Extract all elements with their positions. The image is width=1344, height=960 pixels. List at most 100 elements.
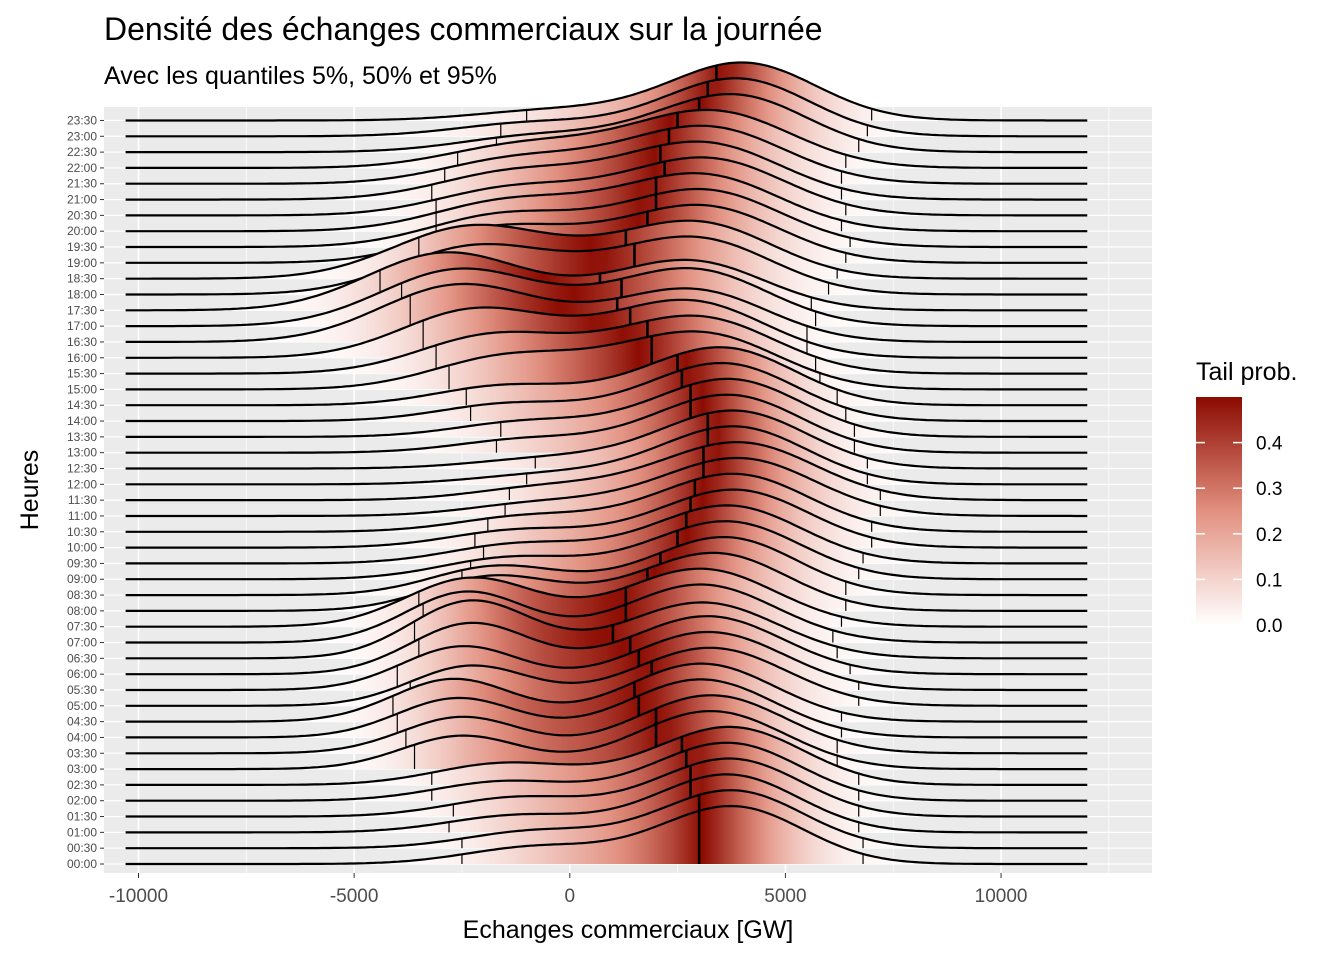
ridge-outline bbox=[125, 235, 1088, 296]
y-tick-label: 17:30 bbox=[67, 303, 97, 317]
ridge-outline bbox=[125, 709, 1088, 771]
ridge-fill bbox=[125, 584, 1088, 643]
ridges bbox=[125, 61, 1088, 866]
y-tick-label: 09:30 bbox=[67, 556, 97, 570]
ridge-fill bbox=[125, 679, 1088, 738]
ridge-outline bbox=[125, 282, 1088, 343]
y-tick-label: 22:00 bbox=[67, 161, 97, 175]
ridge-outline bbox=[125, 108, 1088, 169]
y-tick-label: 23:00 bbox=[67, 129, 97, 143]
ridge-fill bbox=[125, 141, 1088, 200]
y-tick-label: 03:00 bbox=[67, 762, 97, 776]
ridge-fill bbox=[125, 568, 1088, 627]
ridge-outline bbox=[125, 804, 1088, 866]
ridge-outline bbox=[125, 425, 1088, 486]
ridge-fill bbox=[125, 774, 1088, 833]
ridge-fill bbox=[125, 695, 1088, 754]
y-tick-label: 07:00 bbox=[67, 636, 97, 650]
y-tick-label: 10:30 bbox=[67, 525, 97, 539]
ridge-outline bbox=[125, 646, 1088, 707]
ridge-06:30 bbox=[125, 599, 1088, 660]
y-tick-label: 20:00 bbox=[67, 224, 97, 238]
ridge-outline bbox=[125, 346, 1088, 407]
y-tick-label: 12:30 bbox=[67, 462, 97, 476]
y-tick-label: 08:30 bbox=[67, 588, 97, 602]
y-tick-label: 23:30 bbox=[67, 113, 97, 127]
ridge-outline bbox=[125, 140, 1088, 201]
ridge-fill bbox=[125, 410, 1088, 469]
y-tick-label: 14:30 bbox=[67, 398, 97, 412]
x-axis-title: Echanges commerciaux [GW] bbox=[463, 916, 794, 944]
y-tick-label: 21:00 bbox=[67, 193, 97, 207]
ridge-outline bbox=[125, 330, 1088, 391]
y-tick-label: 10:00 bbox=[67, 541, 97, 555]
ridge-outline bbox=[125, 757, 1088, 818]
ridge-fill bbox=[125, 125, 1088, 184]
ridge-outline bbox=[125, 504, 1088, 565]
y-tick-label: 05:00 bbox=[67, 699, 97, 713]
legend-tick-label: 0.4 bbox=[1256, 434, 1283, 455]
ridge-fill bbox=[125, 442, 1088, 501]
ridge-outline bbox=[125, 124, 1088, 185]
ridge-fill bbox=[125, 62, 1088, 121]
ridge-outline bbox=[125, 187, 1088, 249]
y-tick-label: 09:00 bbox=[67, 572, 97, 586]
y-tick-label: 16:30 bbox=[67, 335, 97, 349]
legend-ticks: 0.4 0.3 0.2 0.1 0.0 bbox=[1196, 434, 1283, 637]
ridge-fill bbox=[125, 268, 1088, 327]
ridge-outline bbox=[125, 694, 1088, 755]
y-tick-label: 14:00 bbox=[67, 414, 97, 428]
y-tick-label: 21:30 bbox=[67, 177, 97, 191]
ridge-fill bbox=[125, 173, 1088, 232]
ridge-outline bbox=[125, 472, 1088, 533]
ridge-fill bbox=[125, 157, 1088, 216]
y-tick-label: 19:30 bbox=[67, 240, 97, 254]
legend-tick-label: 0.1 bbox=[1256, 570, 1282, 591]
y-tick-label: 04:00 bbox=[67, 730, 97, 744]
ridge-outline bbox=[125, 567, 1088, 628]
y-tick-label: 20:30 bbox=[67, 208, 97, 222]
ridge-fill bbox=[125, 109, 1088, 168]
ridge-outline bbox=[125, 741, 1088, 802]
ridge-outline bbox=[125, 551, 1088, 612]
y-tick-label: 02:30 bbox=[67, 778, 97, 792]
y-tick-label: 12:00 bbox=[67, 477, 97, 491]
y-tick-label: 15:00 bbox=[67, 382, 97, 396]
ridge-fill bbox=[125, 489, 1088, 548]
legend-colorbar bbox=[1196, 397, 1242, 625]
ridge-outline bbox=[125, 156, 1088, 217]
y-tick-label: 11:30 bbox=[68, 493, 97, 507]
y-tick-label: 05:30 bbox=[67, 683, 97, 697]
y-tick-label: 06:30 bbox=[67, 651, 97, 665]
chart-title: Densité des échanges commerciaux sur la … bbox=[104, 11, 823, 47]
ridge-outline bbox=[125, 377, 1088, 438]
y-tick-label: 19:00 bbox=[67, 256, 97, 270]
y-tick-label: 17:00 bbox=[67, 319, 97, 333]
ridge-outline bbox=[125, 393, 1088, 454]
ridge-outline bbox=[125, 599, 1088, 660]
ridge-outline bbox=[125, 298, 1088, 359]
ridge-fill bbox=[125, 78, 1088, 137]
ridge-outline bbox=[125, 583, 1088, 644]
ridge-outline bbox=[125, 678, 1088, 739]
y-tick-label: 11:00 bbox=[68, 509, 97, 523]
ridge-outline bbox=[125, 725, 1088, 786]
ridge-outline bbox=[125, 536, 1088, 597]
y-tick-label: 02:00 bbox=[67, 794, 97, 808]
ridge-outline bbox=[125, 662, 1088, 723]
x-tick-label: 10000 bbox=[975, 886, 1028, 907]
ridge-outline bbox=[125, 314, 1088, 375]
y-tick-label: 04:30 bbox=[67, 715, 97, 729]
ridge-outline bbox=[125, 630, 1088, 692]
y-tick-label: 13:30 bbox=[67, 430, 97, 444]
y-tick-label: 15:30 bbox=[67, 367, 97, 381]
y-tick-label: 01:30 bbox=[67, 810, 97, 824]
ridge-outline bbox=[125, 456, 1088, 518]
ridge-outline bbox=[125, 488, 1088, 549]
ridge-fill bbox=[125, 600, 1088, 659]
ridge-fill bbox=[125, 473, 1088, 532]
y-tick-label: 18:30 bbox=[67, 272, 97, 286]
ridge-outline bbox=[125, 172, 1088, 233]
